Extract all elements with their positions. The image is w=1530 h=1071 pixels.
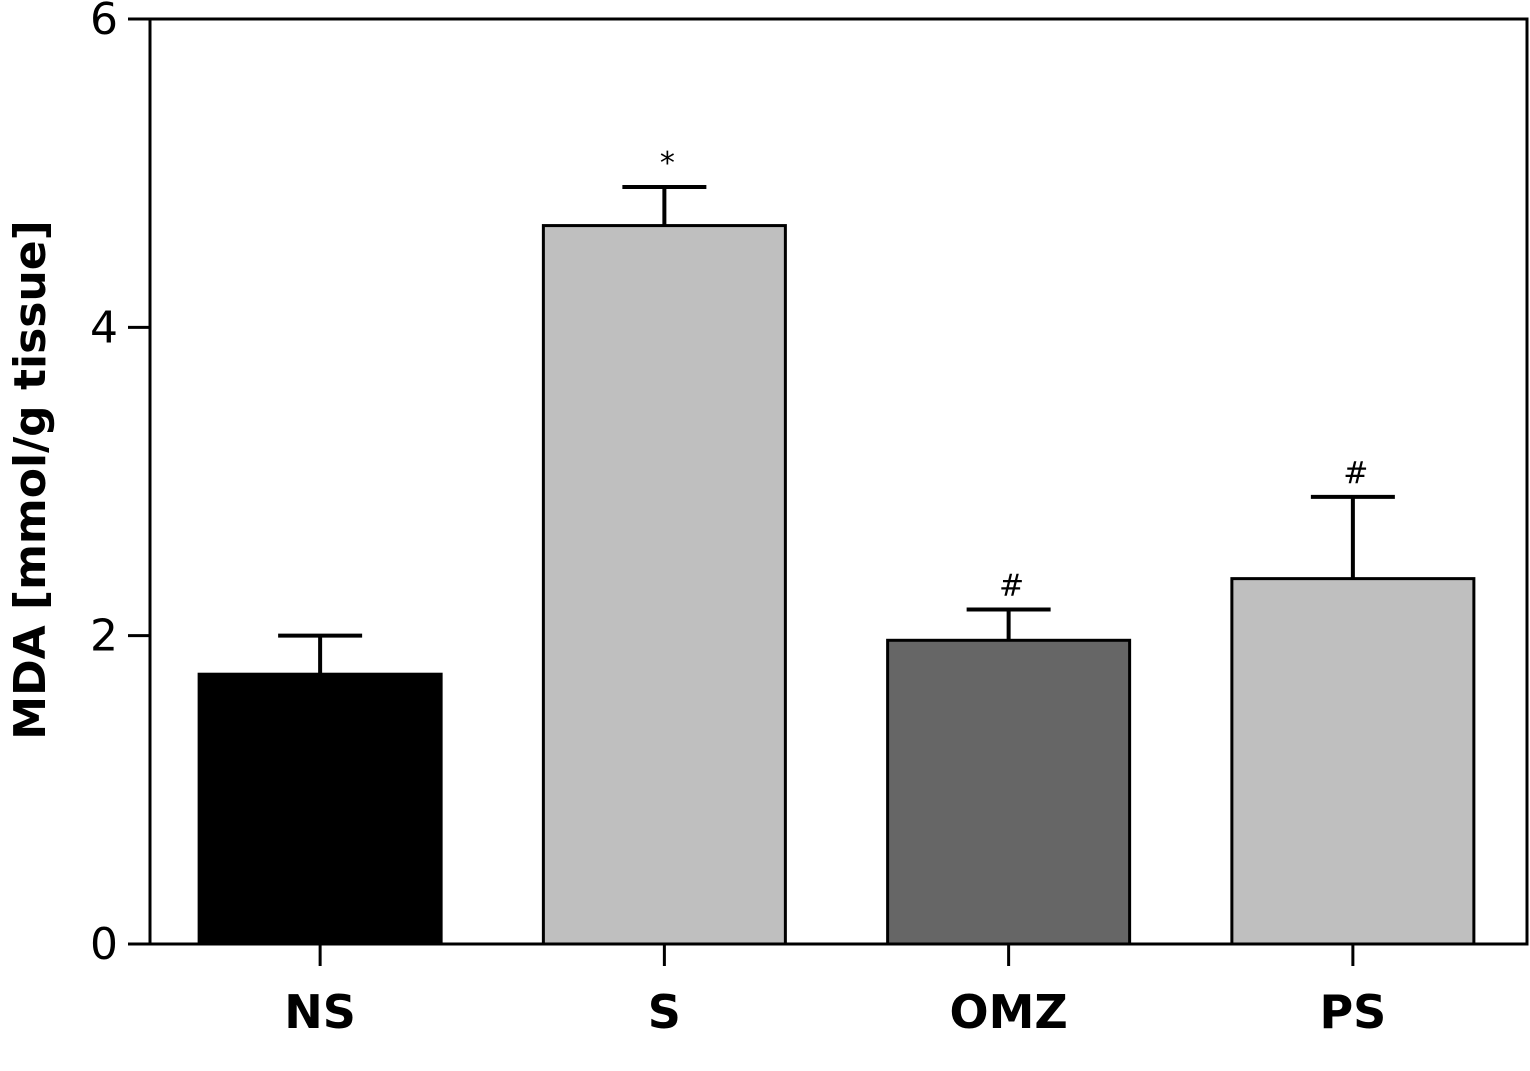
x-tick-label-ns: NS [284,985,356,1039]
annotation-ps: # [1343,456,1368,491]
bar-ns [197,672,443,946]
x-axis: NS S OMZ PS [284,944,1386,1039]
y-tick-label-2: 2 [90,611,118,662]
bar-ps [1230,577,1476,946]
x-tick-label-omz: OMZ [950,985,1068,1039]
y-tick-label-4: 4 [90,302,118,353]
plot-frame [148,17,1529,946]
plot-border [148,17,1529,946]
bar-s [541,224,787,946]
x-tick-label-ps: PS [1319,985,1386,1039]
x-tick-label-s: S [648,985,681,1039]
bars-group [197,224,1476,946]
annotation-omz: # [999,568,1024,603]
error-bars-group [278,185,1395,675]
y-tick-label-6: 6 [90,0,118,45]
annotations-group: * # # [660,146,1369,603]
y-tick-label-0: 0 [90,919,118,970]
y-axis: 0 2 4 6 [90,0,150,970]
y-axis-title: MDA [mmol/g tissue] [5,220,56,739]
bar-omz [886,638,1132,946]
annotation-s: * [660,146,675,181]
